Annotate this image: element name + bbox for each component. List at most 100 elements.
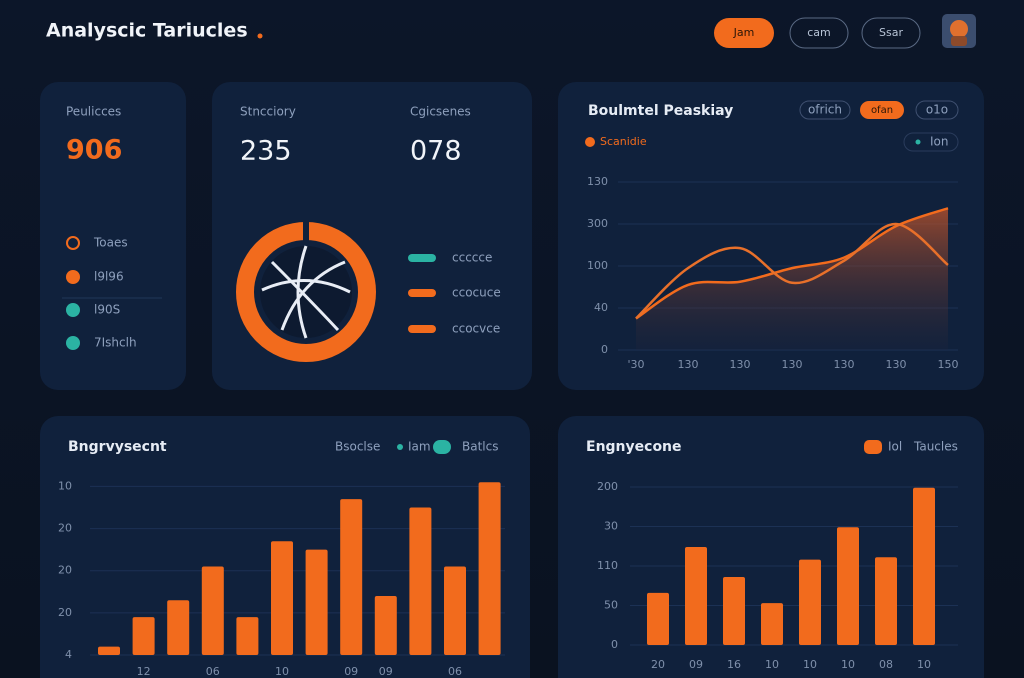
donut-gap (303, 222, 309, 242)
x-tick-label: 130 (834, 358, 855, 371)
avatar-face (950, 20, 968, 38)
avatar-body (951, 36, 967, 46)
bar (913, 487, 935, 645)
x-tick-label: 20 (651, 658, 665, 671)
legend-swatch (433, 440, 451, 454)
bar (685, 547, 707, 645)
line (635, 222, 949, 320)
x-tick-label: 10 (841, 658, 855, 671)
legend-swatch (408, 289, 436, 297)
x-tick-label: 06 (448, 665, 462, 678)
x-tick-label: 09 (689, 658, 703, 671)
filter-label[interactable]: ofan (871, 105, 893, 116)
x-tick-label: 12 (137, 665, 151, 678)
legend-swatch (408, 254, 436, 262)
bar (201, 566, 224, 655)
legend-label: Batlcs (462, 440, 498, 454)
y-tick-label: 10 (58, 479, 72, 492)
bar (647, 592, 669, 645)
chart-title: Boulmtel Peaskiay (588, 103, 733, 119)
x-tick-label: 130 (730, 358, 751, 371)
x-tick-label: 10 (917, 658, 931, 671)
item-icon (66, 336, 80, 350)
stat-label: Stncciory (240, 105, 296, 119)
item-icon (66, 270, 80, 284)
legend-label: Iol (888, 440, 902, 454)
bar (167, 600, 190, 655)
filter-label[interactable]: o1o (926, 103, 948, 117)
app-title: Analyscic Tariucles (46, 20, 248, 42)
bar (875, 557, 897, 645)
item-label: 7Ishclh (94, 336, 137, 350)
x-tick-label: '30 (627, 358, 644, 371)
bar (271, 541, 293, 655)
bar (444, 566, 466, 655)
y-tick-label: 100 (587, 259, 608, 272)
legend-label: Iam (408, 440, 431, 454)
y-tick-label: 0 (601, 343, 608, 356)
x-tick-label: 150 (938, 358, 959, 371)
item-label: l9l96 (94, 270, 124, 284)
y-tick-label: 50 (604, 599, 618, 612)
legend-label: Bsoclse (335, 440, 380, 454)
x-tick-label: 10 (275, 665, 289, 678)
y-tick-label: 20 (58, 606, 72, 619)
x-tick-label: 06 (206, 665, 220, 678)
button[interactable] (714, 18, 774, 48)
filter-label[interactable]: ofrich (808, 103, 842, 117)
legend-swatch (408, 325, 436, 333)
legend-swatch (864, 440, 882, 454)
x-tick-label: 130 (678, 358, 699, 371)
legend-label: ccocuce (452, 286, 501, 300)
summary-label: Peulicces (66, 105, 121, 119)
y-tick-label: 300 (587, 217, 608, 230)
bar (409, 507, 432, 655)
bar (799, 559, 821, 645)
y-tick-label: 20 (58, 522, 72, 535)
legend-label: Ion (930, 135, 949, 149)
chart-title: Engnyecone (586, 439, 682, 455)
legend-pill (903, 132, 959, 152)
button-label[interactable]: cam (807, 26, 831, 39)
x-tick-label: 130 (886, 358, 907, 371)
button-label[interactable]: Ssar (879, 26, 903, 39)
line (635, 207, 949, 320)
bar (837, 527, 859, 645)
y-tick-label: 200 (597, 480, 618, 493)
chart-title: Bngrvysecnt (68, 439, 167, 455)
bar (236, 617, 259, 655)
legend-dot (585, 137, 595, 147)
filter-pill[interactable] (860, 101, 904, 119)
x-tick-label: 09 (379, 665, 393, 678)
title-dot (257, 33, 263, 39)
stat-label: Cgicsenes (410, 105, 471, 119)
legend-label: Taucles (913, 440, 958, 454)
bar (761, 603, 783, 645)
y-tick-label: 4 (65, 648, 72, 661)
button[interactable] (789, 17, 849, 49)
summary-value: 906 (66, 135, 122, 166)
legend-label: ccocvce (452, 322, 500, 336)
x-tick-label: 130 (782, 358, 803, 371)
y-tick-label: 30 (604, 520, 618, 533)
filter-pill[interactable] (915, 100, 959, 120)
x-tick-label: 16 (727, 658, 741, 671)
y-tick-label: 40 (594, 301, 608, 314)
item-label: Toaes (93, 236, 128, 250)
legend-dot (397, 444, 403, 450)
bar (723, 577, 745, 645)
button[interactable] (861, 17, 921, 49)
x-tick-label: 10 (803, 658, 817, 671)
legend-label: ccccce (452, 251, 492, 265)
x-tick-label: 08 (879, 658, 893, 671)
y-tick-label: 0 (611, 638, 618, 651)
item-icon (66, 236, 80, 250)
bar (132, 617, 155, 655)
bar (374, 596, 397, 655)
bar (478, 482, 501, 655)
item-icon (66, 303, 80, 317)
button-label[interactable]: Jam (733, 26, 755, 39)
filter-pill[interactable] (799, 100, 851, 120)
legend-label: Scanidie (600, 135, 647, 148)
